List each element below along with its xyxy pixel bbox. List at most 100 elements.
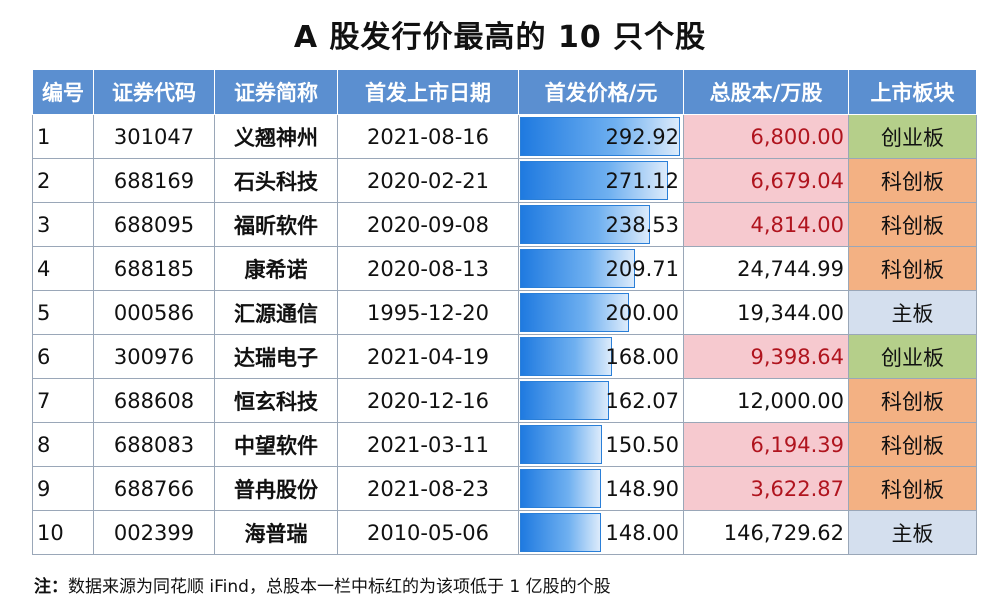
- row-index: 7: [32, 378, 94, 423]
- row-index: 4: [32, 246, 94, 291]
- table-row: 3 688095 福昕软件 2020-09-08 238.53 4,814.00 科创板: [32, 202, 977, 247]
- stock-code: 688095: [93, 202, 215, 247]
- footnote-text: 数据来源为同花顺 iFind，总股本一栏中标红的为该项低于 1 亿股的个股: [68, 577, 611, 597]
- ipo-price-cell: 271.12: [518, 158, 684, 203]
- stock-name: 石头科技: [214, 158, 338, 203]
- listing-board: 科创板: [848, 378, 977, 423]
- listing-date: 2020-09-08: [337, 202, 519, 247]
- row-index: 10: [32, 510, 94, 555]
- price-data-bar: [520, 117, 680, 156]
- stock-name: 达瑞电子: [214, 334, 338, 379]
- footnote-label: 注：: [34, 577, 68, 597]
- total-shares: 6,194.39: [683, 422, 849, 467]
- total-shares: 6,679.04: [683, 158, 849, 203]
- listing-board: 科创板: [848, 466, 977, 511]
- listing-date: 2021-08-23: [337, 466, 519, 511]
- row-index: 2: [32, 158, 94, 203]
- row-index: 9: [32, 466, 94, 511]
- listing-date: 2021-04-19: [337, 334, 519, 379]
- stock-name: 康希诺: [214, 246, 338, 291]
- column-header-board: 上市板块: [848, 69, 977, 115]
- stock-table: 编号 证券代码 证券简称 首发上市日期 首发价格/元 总股本/万股 上市板块 1…: [32, 69, 977, 555]
- ipo-price: 292.92: [605, 124, 679, 149]
- ipo-price-cell: 148.90: [518, 466, 684, 511]
- price-data-bar: [520, 293, 630, 332]
- page-title: A 股发行价最高的 10 只个股: [293, 20, 707, 55]
- total-shares: 146,729.62: [683, 510, 849, 555]
- table-row: 5 000586 汇源通信 1995-12-20 200.00 19,344.00 主板: [32, 290, 977, 335]
- table-row: 10 002399 海普瑞 2010-05-06 148.00 146,729.62 主板: [32, 510, 977, 555]
- listing-board: 科创板: [848, 422, 977, 467]
- stock-name: 福昕软件: [214, 202, 338, 247]
- total-shares: 3,622.87: [683, 466, 849, 511]
- ipo-price: 271.12: [605, 168, 679, 193]
- ipo-price-cell: 209.71: [518, 246, 684, 291]
- ipo-price-cell: 168.00: [518, 334, 684, 379]
- table-row: 1 301047 义翘神州 2021-08-16 292.92 6,800.00 创业板: [32, 114, 977, 159]
- total-shares: 19,344.00: [683, 290, 849, 335]
- listing-date: 2021-03-11: [337, 422, 519, 467]
- listing-board: 创业板: [848, 334, 977, 379]
- ipo-price: 150.50: [605, 432, 679, 457]
- ipo-price-cell: 148.00: [518, 510, 684, 555]
- row-index: 5: [32, 290, 94, 335]
- ipo-price-cell: 150.50: [518, 422, 684, 467]
- total-shares: 9,398.64: [683, 334, 849, 379]
- ipo-price: 148.00: [605, 520, 679, 545]
- ipo-price-cell: 292.92: [518, 114, 684, 159]
- table-header-row: 编号 证券代码 证券简称 首发上市日期 首发价格/元 总股本/万股 上市板块: [32, 69, 977, 115]
- listing-board: 主板: [848, 290, 977, 335]
- stock-code: 002399: [93, 510, 215, 555]
- column-header-shares: 总股本/万股: [683, 69, 849, 115]
- listing-board: 科创板: [848, 158, 977, 203]
- price-data-bar: [520, 205, 651, 244]
- row-index: 8: [32, 422, 94, 467]
- row-index: 1: [32, 114, 94, 159]
- listing-date: 2020-12-16: [337, 378, 519, 423]
- column-header-price: 首发价格/元: [518, 69, 684, 115]
- price-data-bar: [520, 249, 635, 288]
- ipo-price: 200.00: [605, 300, 679, 325]
- listing-date: 1995-12-20: [337, 290, 519, 335]
- stock-code: 688608: [93, 378, 215, 423]
- row-index: 6: [32, 334, 94, 379]
- listing-board: 主板: [848, 510, 977, 555]
- column-header-index: 编号: [32, 69, 94, 115]
- price-data-bar: [520, 161, 669, 200]
- table-body: 1 301047 义翘神州 2021-08-16 292.92 6,800.00 创业板 2 6…: [32, 114, 977, 555]
- stock-name: 义翘神州: [214, 114, 338, 159]
- ipo-price: 168.00: [605, 344, 679, 369]
- listing-board: 科创板: [848, 202, 977, 247]
- ipo-price: 238.53: [605, 212, 679, 237]
- column-header-name: 证券简称: [214, 69, 338, 115]
- table-row: 7 688608 恒玄科技 2020-12-16 162.07 12,000.00 科创板: [32, 378, 977, 423]
- column-header-code: 证券代码: [93, 69, 215, 115]
- table-row: 9 688766 普冉股份 2021-08-23 148.90 3,622.87 科创板: [32, 466, 977, 511]
- row-index: 3: [32, 202, 94, 247]
- price-data-bar: [520, 425, 603, 464]
- price-data-bar: [520, 381, 609, 420]
- stock-name: 恒玄科技: [214, 378, 338, 423]
- listing-board: 科创板: [848, 246, 977, 291]
- stock-code: 688169: [93, 158, 215, 203]
- listing-board: 创业板: [848, 114, 977, 159]
- stock-code: 688766: [93, 466, 215, 511]
- ipo-price-cell: 200.00: [518, 290, 684, 335]
- table-row: 2 688169 石头科技 2020-02-21 271.12 6,679.04 科创板: [32, 158, 977, 203]
- listing-date: 2020-08-13: [337, 246, 519, 291]
- total-shares: 24,744.99: [683, 246, 849, 291]
- footnote: 注：数据来源为同花顺 iFind，总股本一栏中标红的为该项低于 1 亿股的个股: [34, 572, 611, 597]
- stock-code: 688083: [93, 422, 215, 467]
- total-shares: 4,814.00: [683, 202, 849, 247]
- stock-name: 普冉股份: [214, 466, 338, 511]
- stock-name: 中望软件: [214, 422, 338, 467]
- listing-date: 2010-05-06: [337, 510, 519, 555]
- stock-name: 汇源通信: [214, 290, 338, 335]
- price-data-bar: [520, 513, 601, 552]
- listing-date: 2020-02-21: [337, 158, 519, 203]
- table-row: 6 300976 达瑞电子 2021-04-19 168.00 9,398.64 创业板: [32, 334, 977, 379]
- stock-name: 海普瑞: [214, 510, 338, 555]
- table-row: 8 688083 中望软件 2021-03-11 150.50 6,194.39 科创板: [32, 422, 977, 467]
- ipo-price-cell: 238.53: [518, 202, 684, 247]
- price-data-bar: [520, 337, 612, 376]
